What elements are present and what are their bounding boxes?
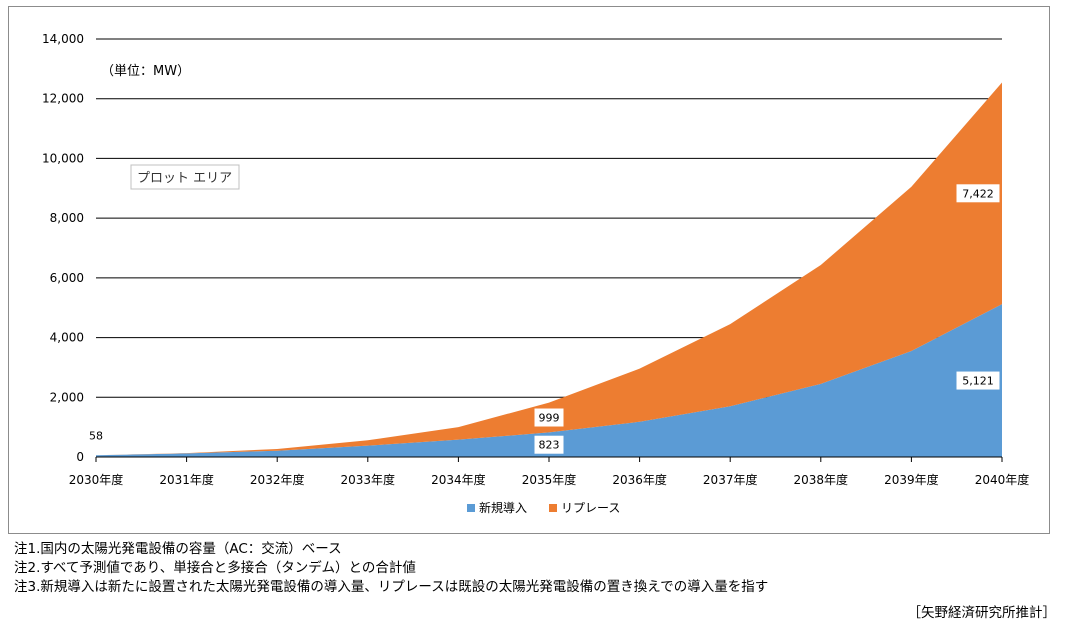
data-label-text: 58 — [89, 429, 103, 442]
data-label: 58 — [89, 429, 103, 442]
data-label-box — [956, 371, 1000, 390]
area-new-install — [96, 304, 1002, 457]
y-tick-label: 4,000 — [50, 331, 84, 345]
y-tick-label: 2,000 — [50, 390, 84, 404]
unit-label: （単位：MW） — [101, 63, 190, 79]
y-tick-labels: 0 2,000 4,000 6,000 8,000 10,000 12,000 14,000 — [42, 32, 84, 464]
note-3: 注3.新規導入は新たに設置された太陽光発電設備の導入量、リプレースは既設の太陽光… — [14, 579, 769, 595]
data-label-box — [956, 184, 1000, 203]
y-tick-label: 0 — [76, 450, 84, 464]
plot-area-tag: プロット エリア — [130, 164, 240, 190]
area-replace — [96, 82, 1002, 456]
y-tick-label: 8,000 — [50, 211, 84, 225]
data-label: 5,121 — [956, 371, 1000, 390]
x-tick-label: 2036年度 — [612, 472, 667, 487]
x-tick-labels: 2030年度 2031年度 2032年度 2033年度 2034年度 2035年度 2036… — [69, 472, 1030, 487]
x-tick-label: 2040年度 — [975, 472, 1030, 487]
legend-swatch — [467, 504, 475, 512]
axes — [95, 456, 1003, 462]
data-label: 7,422 — [956, 184, 1000, 203]
y-tick-label: 10,000 — [42, 151, 84, 165]
data-label: 823 — [534, 435, 564, 454]
x-tick-label: 2039年度 — [884, 472, 939, 487]
x-tick-label: 2037年度 — [703, 472, 758, 487]
legend-label: リプレース — [561, 501, 620, 515]
chart-frame: 0 2,000 4,000 6,000 8,000 10,000 12,000 14,000 … — [8, 6, 1050, 534]
gridlines — [96, 38, 1002, 398]
x-tick-label: 2035年度 — [522, 472, 577, 487]
x-tick-label: 2031年度 — [159, 472, 214, 487]
x-tick-label: 2038年度 — [794, 472, 849, 487]
chart: 02,0004,0006,0008,00010,00012,00014,000 … — [42, 32, 1030, 515]
plot-area-tag-box — [130, 164, 240, 190]
legend-label: 新規導入 — [479, 500, 527, 515]
x-tick-label: 2033年度 — [341, 472, 396, 487]
data-label-text: 823 — [539, 439, 560, 452]
area-series — [96, 82, 1002, 457]
legend-swatch — [549, 504, 557, 512]
data-label-box — [534, 435, 564, 454]
y-tick-label: 12,000 — [42, 92, 84, 106]
data-labels: 58 823 999 5,121 7,422 — [89, 184, 1000, 454]
notes: 注1.国内の太陽光発電設備の容量（AC：交流）ベース 注2.すべて予測値であり、… — [14, 540, 1060, 597]
data-label: 999 — [534, 408, 564, 427]
data-label-text: 999 — [539, 412, 560, 425]
y-tick-label: 6,000 — [50, 271, 84, 285]
x-tick-label: 2030年度 — [69, 472, 124, 487]
data-label-text: 5,121 — [962, 375, 994, 388]
source-credit: ［矢野経済研究所推計］ — [907, 605, 1057, 621]
data-label-box — [534, 408, 564, 427]
note-1: 注1.国内の太陽光発電設備の容量（AC：交流）ベース — [14, 541, 342, 557]
x-tick-label: 2034年度 — [431, 472, 486, 487]
plot-area-tag-text: プロット エリア — [137, 171, 232, 186]
note-2: 注2.すべて予測値であり、単接合と多接合（タンデム）との合計値 — [14, 560, 416, 576]
legend: 新規導入 リプレース — [467, 500, 620, 515]
y-tick-label: 14,000 — [42, 32, 84, 46]
x-tick-label: 2032年度 — [250, 472, 305, 487]
data-label-text: 7,422 — [962, 187, 994, 200]
